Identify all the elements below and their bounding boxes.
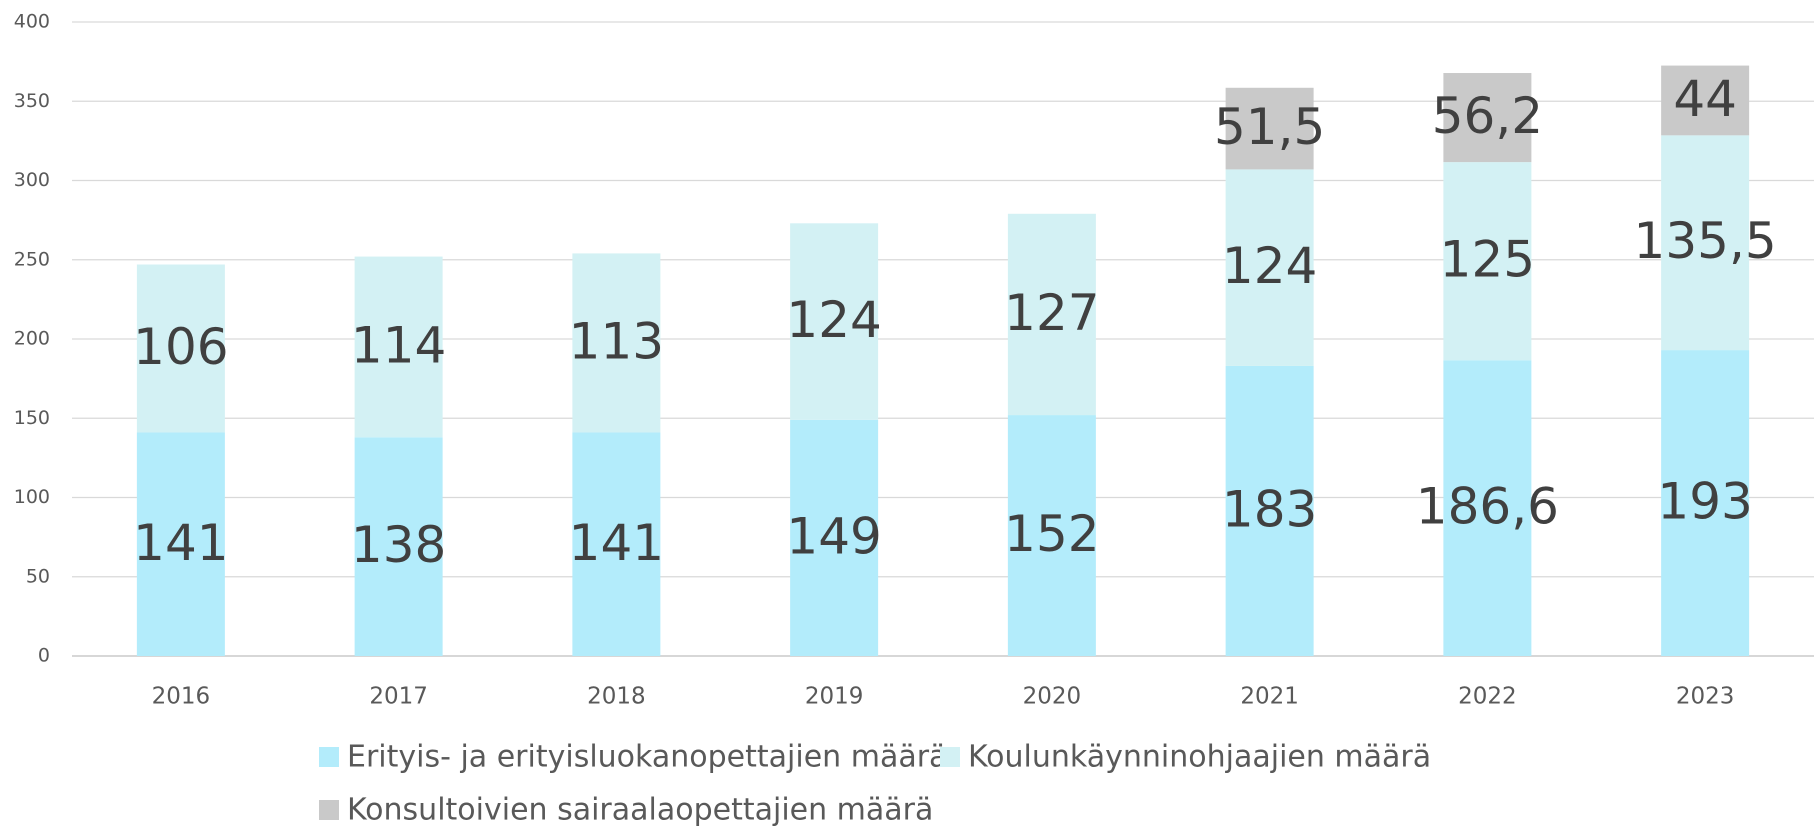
data-label: 125 (1440, 231, 1535, 289)
x-tick-label: 2016 (152, 684, 211, 710)
data-label: 138 (351, 516, 446, 574)
bar-segment (136, 264, 225, 433)
bar-segment (1661, 135, 1750, 351)
bar-segment (1443, 360, 1532, 656)
bar-segment (1225, 169, 1314, 366)
legend-label: Erityis- ja erityisluokanopettajien määr… (347, 740, 947, 775)
data-label: 51,5 (1214, 98, 1325, 156)
x-tick-label: 2019 (805, 684, 864, 710)
bar-segment (1661, 65, 1750, 136)
y-tick-label: 50 (26, 565, 50, 587)
x-tick-label: 2017 (369, 684, 428, 710)
bar-segment (790, 419, 879, 656)
bar-segment (1007, 415, 1096, 656)
data-label: 193 (1657, 473, 1752, 531)
legend-swatch (940, 747, 960, 767)
legend-label: Koulunkäynninohjaajien määrä (968, 740, 1431, 775)
data-label: 183 (1222, 480, 1317, 538)
bar-segment (1443, 73, 1532, 163)
y-tick-label: 300 (14, 169, 50, 191)
data-label: 127 (1004, 284, 1099, 342)
x-tick-label: 2021 (1240, 684, 1299, 710)
bar-segment (1661, 350, 1750, 656)
data-label: 124 (786, 291, 881, 349)
bar-segment (136, 432, 225, 656)
data-label: 113 (569, 312, 664, 370)
y-tick-label: 350 (14, 90, 50, 112)
data-label: 152 (1004, 505, 1099, 563)
y-tick-label: 250 (14, 248, 50, 270)
bar-segment (1225, 365, 1314, 656)
legend-swatch (319, 800, 339, 820)
data-label: 114 (351, 316, 446, 374)
legend-swatch (319, 747, 339, 767)
bar-segment (1007, 213, 1096, 416)
bar-segment (572, 432, 661, 656)
data-label: 135,5 (1634, 212, 1777, 270)
data-label: 44 (1673, 70, 1737, 128)
data-label: 141 (133, 514, 228, 572)
bar-segment (354, 437, 443, 656)
data-label: 149 (786, 507, 881, 565)
data-label: 186,6 (1416, 478, 1559, 536)
data-label: 141 (569, 514, 664, 572)
data-label: 124 (1222, 237, 1317, 295)
bar-segment (1225, 87, 1314, 170)
bar-segment (790, 223, 879, 420)
bar-segment (1443, 162, 1532, 361)
x-tick-label: 2023 (1676, 684, 1735, 710)
bar-segment (354, 256, 443, 438)
data-label: 56,2 (1432, 87, 1543, 145)
x-tick-label: 2020 (1023, 684, 1082, 710)
y-tick-label: 100 (14, 486, 50, 508)
bar-segment (572, 253, 661, 433)
data-label: 106 (133, 318, 228, 376)
y-tick-label: 400 (14, 11, 50, 33)
y-tick-label: 0 (38, 645, 50, 667)
legend-label: Konsultoivien sairaalaopettajien määrä (347, 793, 933, 828)
y-tick-label: 150 (14, 407, 50, 429)
x-tick-label: 2018 (587, 684, 646, 710)
x-tick-label: 2022 (1458, 684, 1517, 710)
y-tick-label: 200 (14, 328, 50, 350)
